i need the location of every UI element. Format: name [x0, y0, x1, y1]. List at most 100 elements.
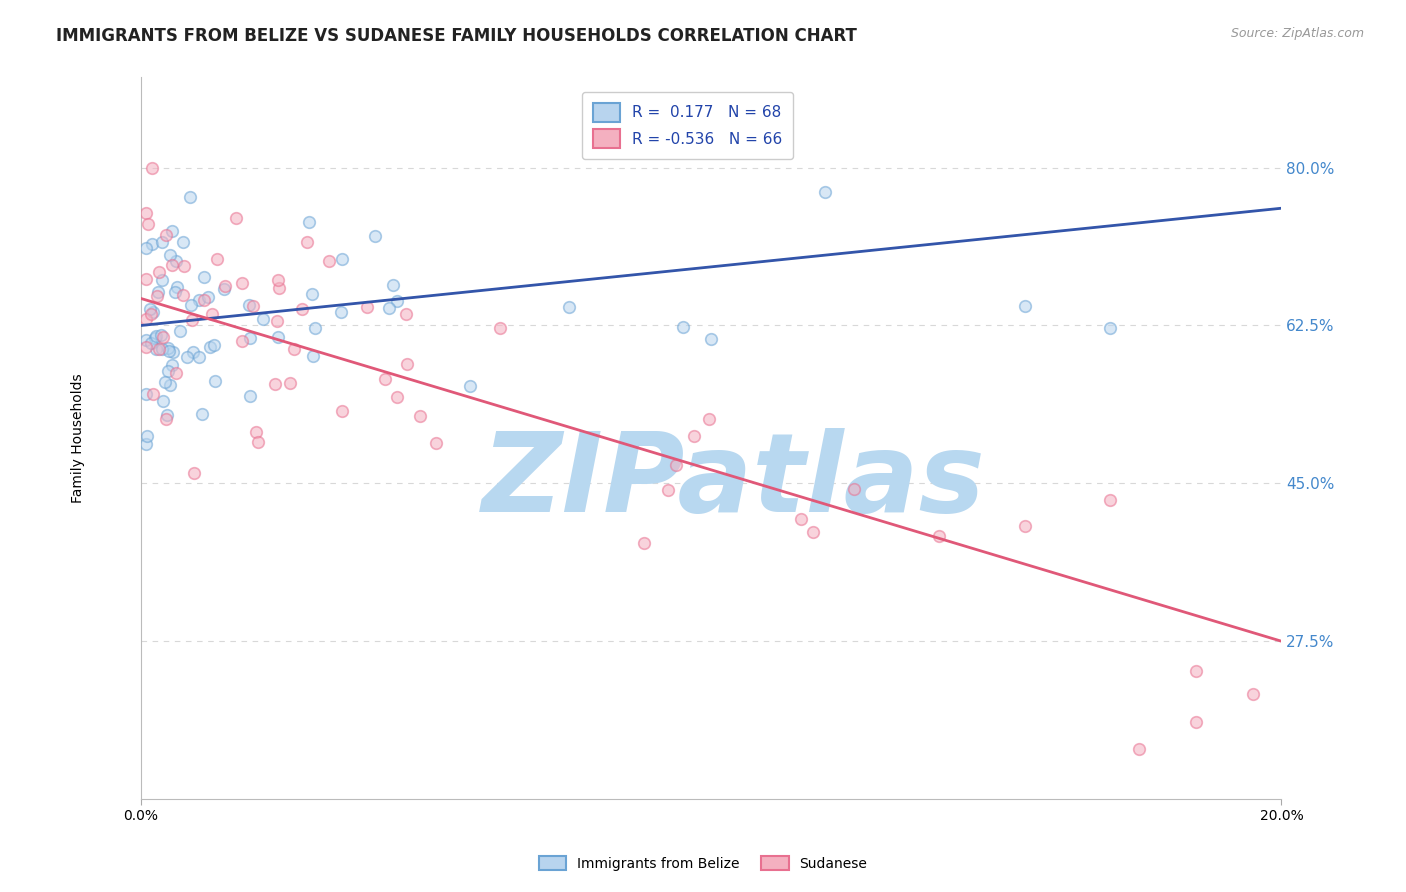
Point — [135, 333, 157, 347]
Point — [165, 253, 187, 268]
Point — [135, 206, 157, 220]
Point — [153, 375, 176, 389]
Point — [245, 425, 267, 439]
Point — [363, 228, 385, 243]
Point — [188, 293, 211, 307]
Point — [136, 217, 159, 231]
Point — [142, 305, 165, 319]
Point — [700, 332, 723, 346]
Point — [135, 241, 157, 255]
Point — [139, 302, 162, 317]
Point — [801, 524, 824, 539]
Point — [814, 185, 837, 199]
Point — [162, 224, 184, 238]
Point — [146, 285, 169, 299]
Point — [155, 412, 177, 426]
Point — [143, 330, 166, 344]
Point — [330, 404, 353, 418]
Point — [231, 334, 253, 348]
Legend: Immigrants from Belize, Sudanese: Immigrants from Belize, Sudanese — [533, 850, 873, 876]
Point — [247, 435, 270, 450]
Point — [301, 287, 323, 301]
Text: ZIPatlas: ZIPatlas — [482, 428, 986, 535]
Point — [291, 302, 314, 317]
Point — [172, 235, 194, 249]
Point — [193, 293, 215, 308]
Point — [671, 320, 693, 334]
Point — [173, 259, 195, 273]
Point — [239, 331, 262, 345]
Point — [149, 327, 172, 342]
Point — [191, 407, 214, 421]
Point — [142, 387, 165, 401]
Point — [169, 324, 191, 338]
Point — [180, 298, 202, 312]
Point — [159, 378, 181, 392]
Point — [136, 429, 159, 443]
Point — [166, 280, 188, 294]
Point — [163, 285, 186, 300]
Point — [682, 429, 704, 443]
Point — [212, 282, 235, 296]
Point — [1185, 715, 1208, 730]
Point — [205, 252, 228, 266]
Point — [409, 409, 432, 423]
Point — [298, 215, 321, 229]
Point — [159, 248, 181, 262]
Point — [489, 321, 512, 335]
Point — [165, 366, 187, 380]
Point — [252, 312, 274, 326]
Point — [374, 372, 396, 386]
Point — [145, 329, 167, 343]
Point — [396, 357, 419, 371]
Point — [225, 211, 247, 226]
Point — [633, 535, 655, 549]
Y-axis label: Family Households: Family Households — [72, 374, 86, 503]
Point — [239, 389, 262, 403]
Point — [278, 376, 301, 390]
Point — [141, 237, 163, 252]
Point — [162, 345, 184, 359]
Point — [385, 390, 408, 404]
Point — [458, 379, 481, 393]
Point — [295, 235, 318, 250]
Point — [266, 314, 288, 328]
Text: IMMIGRANTS FROM BELIZE VS SUDANESE FAMILY HOUSEHOLDS CORRELATION CHART: IMMIGRANTS FROM BELIZE VS SUDANESE FAMIL… — [56, 27, 858, 45]
Point — [1014, 299, 1036, 313]
Point — [697, 412, 720, 426]
Point — [187, 350, 209, 364]
Point — [135, 272, 157, 286]
Point — [181, 345, 204, 359]
Point — [242, 299, 264, 313]
Point — [157, 344, 180, 359]
Point — [135, 312, 157, 326]
Point — [156, 409, 179, 423]
Point — [1014, 519, 1036, 533]
Point — [304, 321, 326, 335]
Point — [928, 529, 950, 543]
Point — [148, 342, 170, 356]
Point — [330, 305, 353, 319]
Point — [157, 363, 180, 377]
Point — [157, 341, 180, 355]
Point — [266, 330, 288, 344]
Point — [238, 297, 260, 311]
Point — [148, 265, 170, 279]
Point — [1241, 686, 1264, 700]
Legend: R =  0.177   N = 68, R = -0.536   N = 66: R = 0.177 N = 68, R = -0.536 N = 66 — [582, 92, 793, 159]
Point — [141, 336, 163, 351]
Point — [378, 301, 401, 315]
Point — [657, 483, 679, 498]
Point — [1099, 492, 1122, 507]
Point — [264, 376, 287, 391]
Point — [155, 227, 177, 242]
Point — [152, 329, 174, 343]
Point — [141, 161, 163, 175]
Point — [179, 190, 201, 204]
Point — [139, 307, 162, 321]
Point — [201, 307, 224, 321]
Point — [145, 289, 167, 303]
Point — [172, 288, 194, 302]
Point — [204, 374, 226, 388]
Point — [1099, 321, 1122, 335]
